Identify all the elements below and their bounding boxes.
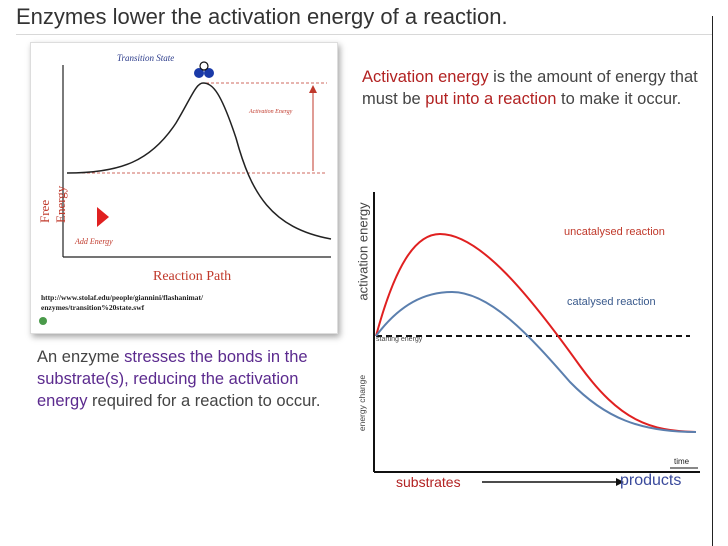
time-label: time — [674, 457, 690, 466]
activation-energy-label: Activation Energy — [249, 109, 293, 115]
add-energy-triangle-icon — [97, 207, 109, 227]
source-url-line1: http://www.stolaf.edu/people/giannini/fl… — [41, 293, 204, 302]
starting-energy-label: starting energy — [376, 336, 423, 343]
text1-part2: is the amount of energy that must be — [362, 68, 698, 108]
activation-arrow-head — [309, 85, 317, 93]
slide-title: Enzymes lower the activation energy of a… — [16, 4, 508, 29]
text1-part4: to make it occur. — [556, 90, 682, 108]
energy-diagram-figure: Transition State Free Energy Activation … — [30, 42, 338, 334]
source-url-line2: enzymes/transition%20state.swf — [41, 303, 145, 312]
enzyme-text: An enzyme stresses the bonds in the subs… — [37, 346, 337, 412]
catalysed-label: catalysed reaction — [567, 296, 656, 308]
molecule-icon-atom-top — [199, 61, 209, 71]
energy-diagram-svg — [39, 61, 332, 325]
activation-energy-axis-label: activation energy — [355, 202, 371, 301]
energy-change-axis-label: energy change — [357, 374, 367, 432]
substrates-products-arrowhead — [616, 478, 624, 486]
term-put-into-reaction: put into a reaction — [425, 90, 557, 108]
reaction-path-label: Reaction Path — [153, 269, 232, 284]
transition-state-label: Transition State — [117, 53, 175, 63]
molecule-icon — [194, 68, 204, 78]
source-url: http://www.stolaf.edu/people/giannini/fl… — [41, 293, 321, 313]
text2-part1: An enzyme — [37, 348, 125, 366]
title-divider — [16, 34, 712, 35]
uncatalysed-label: uncatalysed reaction — [564, 226, 665, 238]
uncatalysed-curve — [375, 232, 697, 433]
term-activation-energy: Activation energy — [362, 68, 489, 86]
free-energy-label: Free Energy — [37, 185, 68, 223]
text2-highlight: stresses the bonds in the substrate(s), … — [37, 348, 308, 410]
catalysis-graph-svg — [373, 192, 700, 486]
text2-part3: required for a reaction to occur. — [87, 392, 321, 410]
products-label: products — [620, 472, 682, 489]
substrates-label: substrates — [396, 474, 461, 490]
catalysed-curve — [375, 290, 697, 433]
globe-icon — [39, 317, 47, 325]
catalysis-graph: activation energy energy change uncataly… — [340, 186, 712, 506]
energy-curve — [66, 82, 332, 240]
add-energy-label: Add Energy — [75, 237, 113, 246]
right-border-line — [712, 16, 713, 546]
molecule-icon-atom — [204, 68, 214, 78]
activation-energy-text: Activation energy is the amount of energ… — [362, 66, 702, 110]
